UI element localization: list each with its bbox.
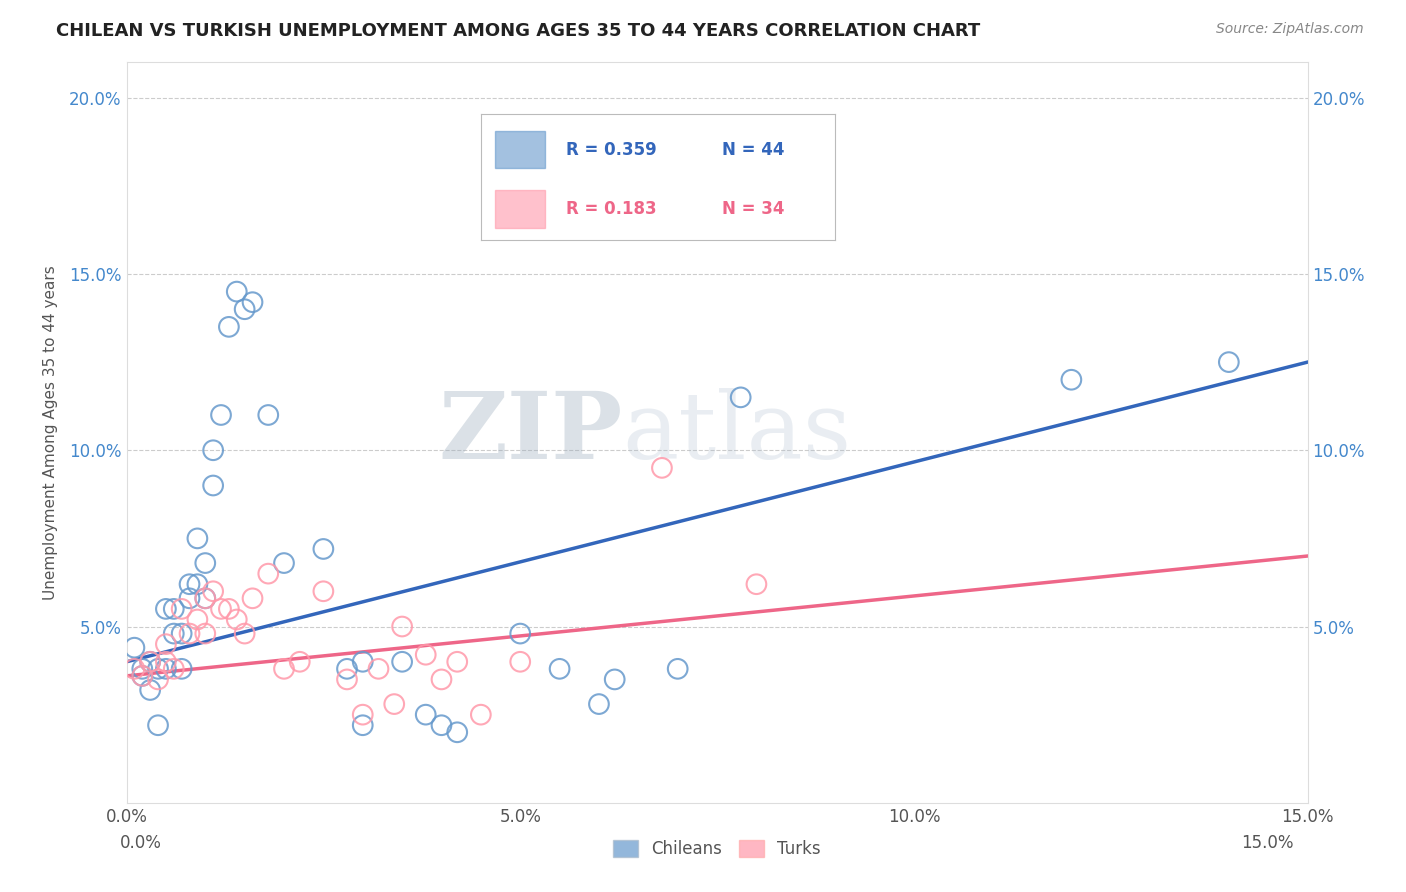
Point	[155, 637, 177, 651]
Point	[651, 461, 673, 475]
Point	[186, 532, 208, 546]
Point	[352, 707, 374, 722]
Point	[242, 591, 264, 606]
Point	[186, 577, 208, 591]
Point	[391, 619, 413, 633]
Point	[146, 718, 169, 732]
Point	[1218, 355, 1240, 369]
Point	[225, 612, 247, 626]
Text: 0.0%: 0.0%	[120, 834, 162, 852]
Point	[131, 662, 153, 676]
Legend: Chileans, Turks: Chileans, Turks	[606, 833, 828, 865]
Point	[588, 697, 610, 711]
Point	[124, 640, 146, 655]
Point	[312, 541, 335, 556]
Point	[202, 584, 225, 599]
Point	[194, 556, 217, 570]
Point	[273, 556, 295, 570]
Text: 15.0%: 15.0%	[1241, 834, 1294, 852]
Point	[430, 673, 453, 687]
Point	[163, 602, 186, 616]
Point	[124, 662, 146, 676]
Point	[155, 655, 177, 669]
Point	[730, 390, 752, 404]
Point	[446, 725, 468, 739]
Point	[603, 673, 626, 687]
Point	[170, 626, 193, 640]
Point	[415, 648, 437, 662]
Point	[233, 626, 256, 640]
Point	[163, 626, 186, 640]
Point	[273, 662, 295, 676]
Point	[666, 662, 689, 676]
Text: atlas: atlas	[623, 388, 852, 477]
Text: Source: ZipAtlas.com: Source: ZipAtlas.com	[1216, 22, 1364, 37]
Point	[186, 612, 208, 626]
Point	[391, 655, 413, 669]
Point	[202, 478, 225, 492]
Point	[163, 662, 186, 676]
Point	[194, 591, 217, 606]
Point	[146, 662, 169, 676]
Point	[1060, 373, 1083, 387]
Point	[139, 655, 162, 669]
Point	[131, 669, 153, 683]
Point	[139, 655, 162, 669]
Point	[179, 577, 201, 591]
Text: ZIP: ZIP	[439, 388, 623, 477]
Text: CHILEAN VS TURKISH UNEMPLOYMENT AMONG AGES 35 TO 44 YEARS CORRELATION CHART: CHILEAN VS TURKISH UNEMPLOYMENT AMONG AG…	[56, 22, 980, 40]
Point	[202, 443, 225, 458]
Point	[336, 673, 359, 687]
Point	[170, 602, 193, 616]
Point	[312, 584, 335, 599]
Point	[218, 319, 240, 334]
Point	[352, 718, 374, 732]
Point	[352, 655, 374, 669]
Point	[155, 662, 177, 676]
Point	[336, 662, 359, 676]
Y-axis label: Unemployment Among Ages 35 to 44 years: Unemployment Among Ages 35 to 44 years	[44, 265, 58, 600]
Point	[209, 602, 232, 616]
Point	[209, 408, 232, 422]
Point	[194, 591, 217, 606]
Point	[257, 566, 280, 581]
Point	[446, 655, 468, 669]
Point	[415, 707, 437, 722]
Point	[509, 655, 531, 669]
Point	[548, 662, 571, 676]
Point	[509, 626, 531, 640]
Point	[257, 408, 280, 422]
Point	[225, 285, 247, 299]
Point	[470, 707, 492, 722]
Point	[288, 655, 311, 669]
Point	[155, 602, 177, 616]
Point	[745, 577, 768, 591]
Point	[194, 626, 217, 640]
Point	[430, 718, 453, 732]
Point	[131, 669, 153, 683]
Point	[179, 591, 201, 606]
Point	[139, 683, 162, 698]
Point	[367, 662, 389, 676]
Point	[146, 673, 169, 687]
Point	[170, 662, 193, 676]
Point	[382, 697, 405, 711]
Point	[242, 295, 264, 310]
Point	[233, 302, 256, 317]
Point	[179, 626, 201, 640]
Point	[218, 602, 240, 616]
